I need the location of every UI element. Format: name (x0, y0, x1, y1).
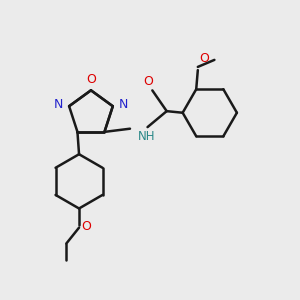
Text: NH: NH (138, 130, 155, 143)
Text: N: N (54, 98, 63, 111)
Text: O: O (86, 74, 96, 86)
Text: N: N (118, 98, 128, 111)
Text: O: O (144, 75, 153, 88)
Text: O: O (82, 220, 92, 233)
Text: O: O (200, 52, 209, 65)
